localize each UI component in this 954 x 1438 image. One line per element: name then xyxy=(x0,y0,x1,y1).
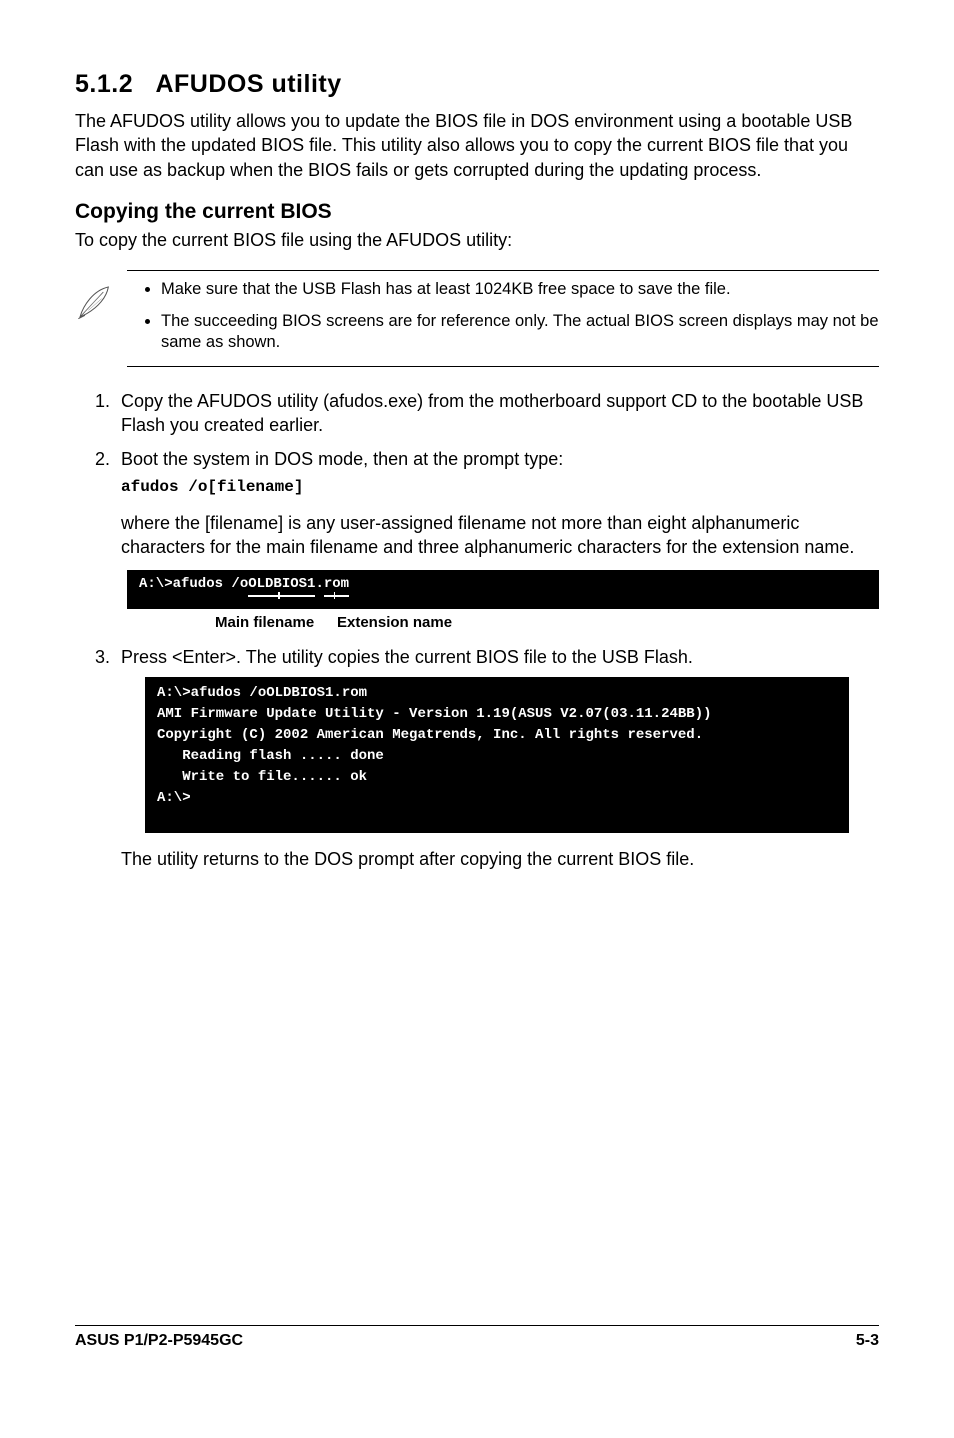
step-2-command: afudos /o[filename] xyxy=(121,477,879,499)
closing-text: The utility returns to the DOS prompt af… xyxy=(121,847,879,871)
step-2-text: Boot the system in DOS mode, then at the… xyxy=(121,449,563,469)
term1-ext: rom xyxy=(324,574,349,597)
term1-prefix: A:\>afudos /o xyxy=(139,576,248,592)
label-main-filename: Main filename xyxy=(215,613,314,633)
steps-list: Copy the AFUDOS utility (afudos.exe) fro… xyxy=(75,389,879,833)
step-2-explain: where the [filename] is any user-assigne… xyxy=(121,511,879,560)
step-3: Press <Enter>. The utility copies the cu… xyxy=(115,645,879,833)
footer-left: ASUS P1/P2-P5945GC xyxy=(75,1332,243,1350)
terminal-1: A:\>afudos /oOLDBIOS1.rom xyxy=(127,570,879,609)
note-bullet-2: The succeeding BIOS screens are for refe… xyxy=(161,311,879,354)
section-title: AFUDOS utility xyxy=(155,70,341,98)
section-heading: 5.1.2 AFUDOS utility xyxy=(75,70,879,99)
page-footer: ASUS P1/P2-P5945GC 5-3 xyxy=(75,1325,879,1350)
subsection-intro: To copy the current BIOS file using the … xyxy=(75,228,879,252)
term1-main: OLDBIOS1 xyxy=(248,574,315,597)
section-intro: The AFUDOS utility allows you to update … xyxy=(75,109,879,182)
term2-l6: A:\> xyxy=(157,790,191,806)
feather-icon xyxy=(75,282,115,322)
note-block: Make sure that the USB Flash has at leas… xyxy=(75,270,879,366)
note-icon xyxy=(75,270,127,327)
terminal-2: A:\>afudos /oOLDBIOS1.rom AMI Firmware U… xyxy=(145,677,849,833)
term2-l3: Copyright (C) 2002 American Megatrends, … xyxy=(157,727,703,743)
note-content: Make sure that the USB Flash has at leas… xyxy=(127,270,879,366)
step-3-text: Press <Enter>. The utility copies the cu… xyxy=(121,647,693,667)
footer-right: 5-3 xyxy=(856,1332,879,1350)
note-bullet-1: Make sure that the USB Flash has at leas… xyxy=(161,279,879,300)
term2-l2: AMI Firmware Update Utility - Version 1.… xyxy=(157,706,712,722)
term1-dot: . xyxy=(315,576,323,592)
filename-labels: Main filename Extension name xyxy=(127,613,879,635)
subsection-heading: Copying the current BIOS xyxy=(75,200,879,224)
term2-l5: Write to file...... ok xyxy=(157,769,367,785)
step-1: Copy the AFUDOS utility (afudos.exe) fro… xyxy=(115,389,879,438)
term2-l4: Reading flash ..... done xyxy=(157,748,384,764)
label-extension-name: Extension name xyxy=(337,613,452,633)
step-2: Boot the system in DOS mode, then at the… xyxy=(115,447,879,634)
term2-l1: A:\>afudos /oOLDBIOS1.rom xyxy=(157,685,367,701)
section-number: 5.1.2 xyxy=(75,70,133,98)
